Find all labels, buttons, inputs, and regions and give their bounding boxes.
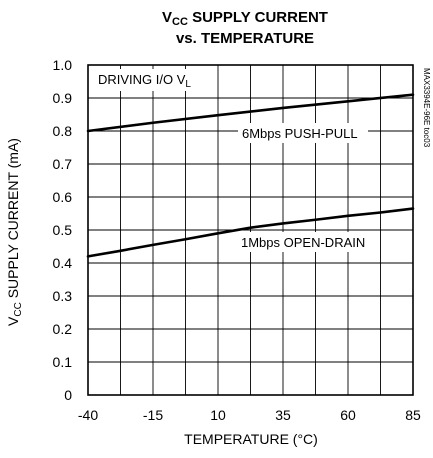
y-tick-labels: 0 0.1 0.2 0.3 0.4 0.5 0.6 0.7 0.8 0.9 1.0: [53, 57, 73, 403]
condition-label: DRIVING I/O VL: [98, 72, 191, 90]
side-note: MAX3394E-96E toc03: [422, 68, 431, 148]
y-tick-label: 1.0: [53, 57, 73, 73]
x-axis-label: TEMPERATURE (°C): [184, 431, 318, 447]
chart-title-line2: vs. TEMPERATURE: [176, 30, 314, 47]
y-tick-label: 0.9: [53, 90, 73, 106]
y-tick-label: 0.8: [53, 123, 73, 139]
x-tick-label: -15: [143, 407, 163, 423]
y-tick-label: 0.5: [53, 222, 73, 238]
y-tick-label: 0.3: [53, 288, 73, 304]
condition-annotation: DRIVING I/O VL: [94, 69, 210, 91]
x-tick-label: 60: [340, 407, 356, 423]
y-tick-label: 0.6: [53, 189, 73, 205]
series-line-0: [86, 93, 415, 133]
plot-border: [87, 64, 414, 396]
y-tick-label: 0.2: [53, 321, 73, 337]
x-tick-label: 85: [405, 407, 421, 423]
x-tick-label: 10: [210, 407, 226, 423]
x-tick-label: 35: [275, 407, 291, 423]
series-label-push-pull: 6Mbps PUSH-PULL: [238, 123, 368, 143]
y-tick-label: 0.7: [53, 156, 73, 172]
y-tick-label: 0: [64, 387, 72, 403]
y-tick-label: 0.1: [53, 354, 73, 370]
y-axis-label: VCC SUPPLY CURRENT (mA): [5, 138, 24, 326]
y-tick-label: 0.4: [53, 255, 73, 271]
label-push-pull: 6Mbps PUSH-PULL: [242, 126, 358, 141]
plot-frame: [87, 64, 414, 396]
label-open-drain: 1Mbps OPEN-DRAIN: [241, 235, 365, 250]
x-tick-labels: -40 -15 10 35 60 85: [78, 407, 421, 423]
series-layer: [86, 93, 415, 258]
series-label-open-drain: 1Mbps OPEN-DRAIN: [236, 232, 376, 252]
series-line-1: [86, 207, 415, 258]
grid-layer: [88, 65, 413, 395]
chart-title-line1: VCC SUPPLY CURRENT: [162, 9, 328, 28]
x-tick-label: -40: [78, 407, 98, 423]
